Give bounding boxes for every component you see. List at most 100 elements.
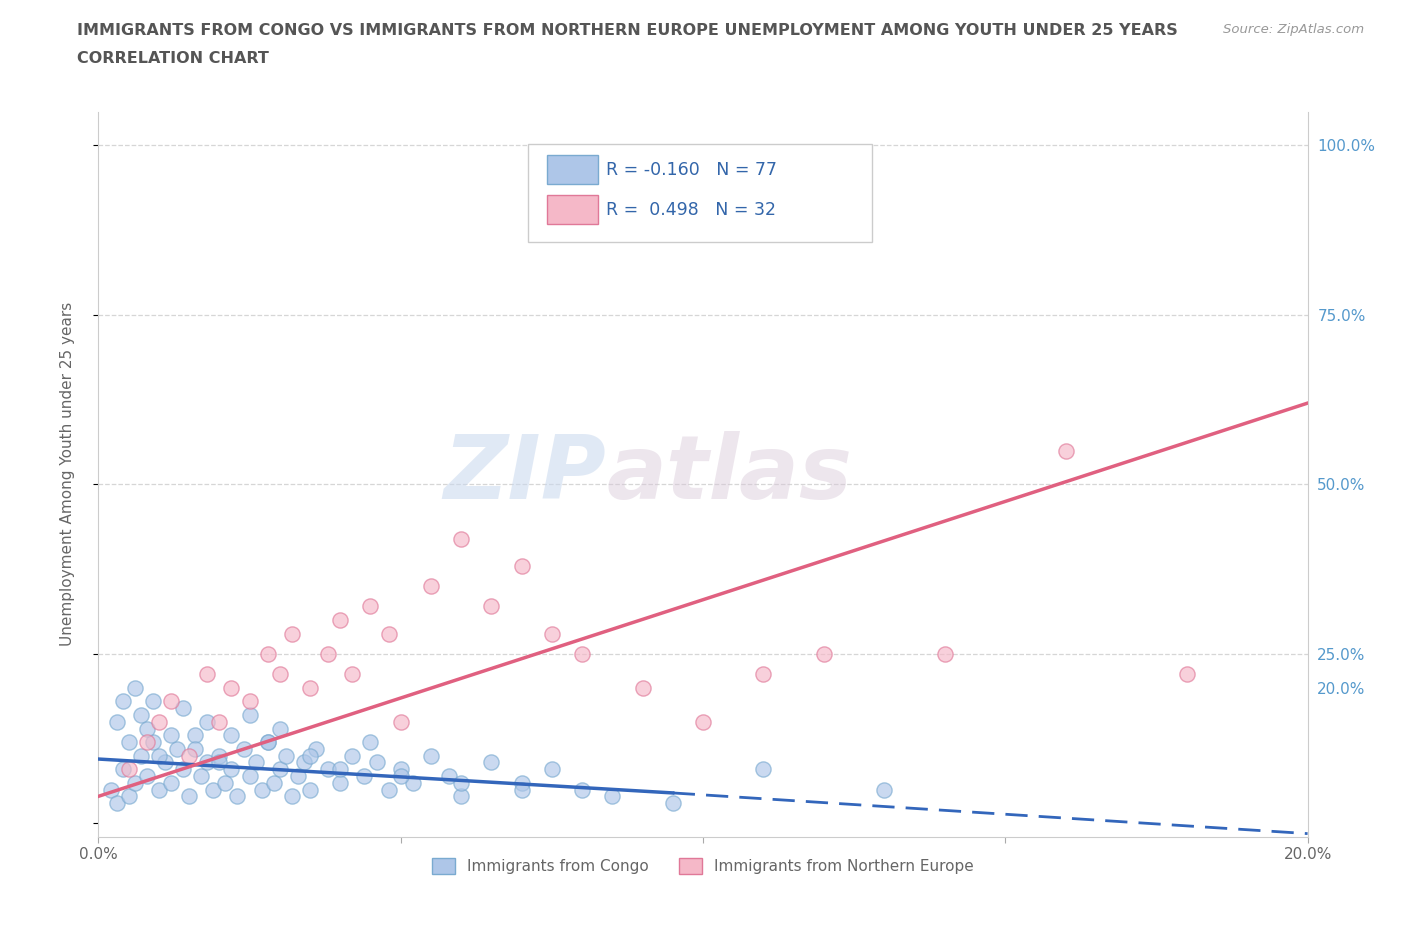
Point [172, 762, 194, 777]
Point [329, 613, 352, 628]
Point [481, 755, 503, 770]
Point [184, 728, 207, 743]
Point [281, 789, 304, 804]
Point [389, 762, 412, 777]
Point [129, 749, 152, 764]
FancyBboxPatch shape [547, 195, 598, 224]
Point [540, 762, 562, 777]
Point [160, 728, 183, 743]
Point [481, 599, 503, 614]
Point [100, 782, 122, 797]
Point [377, 782, 399, 797]
Point [661, 796, 683, 811]
Point [239, 694, 262, 709]
Point [329, 776, 352, 790]
Point [934, 646, 956, 661]
Text: Source: ZipAtlas.com: Source: ZipAtlas.com [1223, 23, 1364, 36]
Point [232, 741, 254, 756]
Text: IMMIGRANTS FROM CONGO VS IMMIGRANTS FROM NORTHERN EUROPE UNEMPLOYMENT AMONG YOUT: IMMIGRANTS FROM CONGO VS IMMIGRANTS FROM… [77, 23, 1178, 38]
Point [305, 741, 328, 756]
Point [195, 755, 218, 770]
Point [1175, 667, 1198, 682]
Point [377, 626, 399, 641]
Point [184, 741, 207, 756]
Point [299, 782, 322, 797]
Point [437, 768, 460, 783]
Point [124, 776, 146, 790]
Point [135, 721, 157, 736]
Point [510, 558, 533, 573]
Point [450, 789, 472, 804]
Text: atlas: atlas [606, 431, 852, 518]
Text: R =  0.498   N = 32: R = 0.498 N = 32 [606, 201, 776, 219]
Point [389, 714, 412, 729]
Point [105, 714, 128, 729]
Point [402, 776, 425, 790]
Point [111, 762, 134, 777]
Point [360, 735, 382, 750]
Point [450, 531, 472, 546]
Point [239, 708, 262, 723]
Point [353, 768, 375, 783]
Point [160, 694, 183, 709]
Point [366, 755, 388, 770]
Text: ZIP: ZIP [443, 431, 606, 518]
FancyBboxPatch shape [527, 144, 872, 242]
Point [281, 626, 304, 641]
Point [571, 782, 593, 797]
Point [179, 789, 201, 804]
Point [195, 667, 218, 682]
Point [105, 796, 128, 811]
Point [250, 782, 273, 797]
Point [420, 749, 443, 764]
Point [269, 667, 291, 682]
Point [316, 762, 339, 777]
Point [129, 708, 152, 723]
Point [179, 749, 201, 764]
Point [135, 768, 157, 783]
Point [166, 741, 188, 756]
Point [274, 749, 297, 764]
Point [111, 694, 134, 709]
Point [342, 667, 364, 682]
Point [190, 768, 212, 783]
Point [263, 776, 285, 790]
Point [214, 776, 236, 790]
Point [316, 646, 339, 661]
Point [571, 646, 593, 661]
Point [172, 700, 194, 715]
Point [510, 782, 533, 797]
Point [813, 646, 835, 661]
Point [631, 681, 654, 696]
Point [692, 714, 714, 729]
Point [360, 599, 382, 614]
Point [287, 768, 309, 783]
Point [602, 789, 624, 804]
Text: R = -0.160   N = 77: R = -0.160 N = 77 [606, 161, 778, 179]
Point [256, 735, 278, 750]
Point [510, 776, 533, 790]
Point [329, 762, 352, 777]
Point [202, 782, 225, 797]
Point [142, 735, 165, 750]
Point [221, 681, 243, 696]
Point [118, 762, 141, 777]
Point [226, 789, 249, 804]
Point [873, 782, 896, 797]
Point [256, 646, 278, 661]
Point [221, 762, 243, 777]
Point [195, 714, 218, 729]
Point [299, 681, 322, 696]
Point [239, 768, 262, 783]
Point [148, 714, 170, 729]
Point [299, 749, 322, 764]
Point [342, 749, 364, 764]
Point [1054, 443, 1077, 458]
FancyBboxPatch shape [547, 155, 598, 184]
Legend: Immigrants from Congo, Immigrants from Northern Europe: Immigrants from Congo, Immigrants from N… [426, 852, 980, 880]
Point [153, 755, 176, 770]
Point [160, 776, 183, 790]
Point [208, 749, 231, 764]
Point [124, 681, 146, 696]
Point [148, 782, 170, 797]
